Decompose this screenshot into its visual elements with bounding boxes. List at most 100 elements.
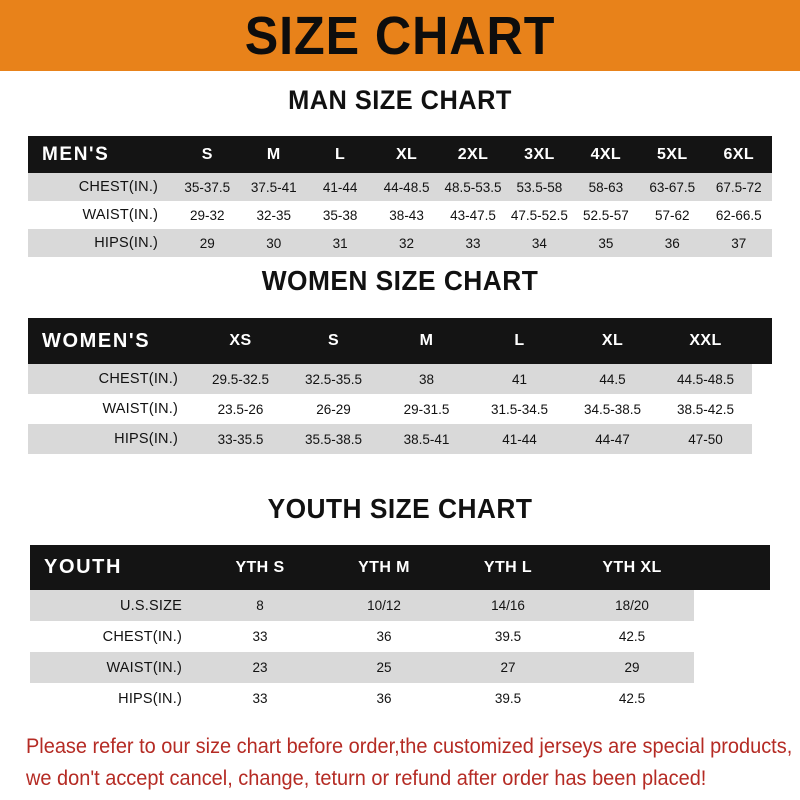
men-cell-0-7: 63-67.5 xyxy=(639,173,706,201)
women-size-header-2: M xyxy=(380,318,473,364)
men-cell-0-5: 53.5-58 xyxy=(506,173,573,201)
women-cell-0-0: 29.5-32.5 xyxy=(194,364,287,394)
table-row: U.S.SIZE 8 10/12 14/16 18/20 xyxy=(30,590,770,621)
women-table-body: CHEST(IN.) 29.5-32.5 32.5-35.5 38 41 44.… xyxy=(28,364,772,454)
women-size-table: WOMEN'S XS S M L XL XXL CHEST(IN.) 29.5-… xyxy=(28,318,772,454)
youth-row-label-0: U.S.SIZE xyxy=(30,590,198,621)
table-row: CHEST(IN.) 29.5-32.5 32.5-35.5 38 41 44.… xyxy=(28,364,772,394)
men-size-header-0: S xyxy=(174,136,241,173)
youth-cell-1-1: 36 xyxy=(322,621,446,652)
men-cell-1-4: 43-47.5 xyxy=(439,201,507,229)
youth-header-spacer xyxy=(694,545,770,590)
men-cell-2-2: 31 xyxy=(306,229,374,257)
women-size-header-0: XS xyxy=(194,318,287,364)
youth-row-label-3: HIPS(IN.) xyxy=(30,683,198,714)
header-banner: SIZE CHART xyxy=(0,0,800,71)
youth-cell-2-2: 27 xyxy=(446,652,570,683)
youth-row-label-2: WAIST(IN.) xyxy=(30,652,198,683)
table-row: WAIST(IN.) 23 25 27 29 xyxy=(30,652,770,683)
women-size-header-5: XXL xyxy=(659,318,752,364)
women-size-header-3: L xyxy=(473,318,566,364)
men-corner-label: MEN'S xyxy=(28,136,175,173)
youth-cell-3-1: 36 xyxy=(322,683,446,714)
women-cell-0-3: 41 xyxy=(473,364,566,394)
men-row-label-0: CHEST(IN.) xyxy=(28,173,175,201)
youth-cell-0-2: 14/16 xyxy=(446,590,570,621)
women-row-label-1: WAIST(IN.) xyxy=(28,394,194,424)
men-cell-1-1: 32-35 xyxy=(240,201,307,229)
table-row: HIPS(IN.) 33 36 39.5 42.5 xyxy=(30,683,770,714)
women-section-title: WOMEN SIZE CHART xyxy=(261,265,539,296)
youth-row-spacer xyxy=(694,590,770,621)
men-size-header-2: L xyxy=(306,136,374,173)
women-cell-1-1: 26-29 xyxy=(287,394,380,424)
table-row: CHEST(IN.) 35-37.5 37.5-41 41-44 44-48.5… xyxy=(28,173,772,201)
youth-corner-label: YOUTH xyxy=(30,545,198,590)
men-size-header-1: M xyxy=(240,136,307,173)
men-row-label-1: WAIST(IN.) xyxy=(28,201,175,229)
men-size-header-6: 4XL xyxy=(572,136,640,173)
men-cell-0-6: 58-63 xyxy=(572,173,640,201)
men-cell-0-0: 35-37.5 xyxy=(174,173,241,201)
men-cell-2-6: 35 xyxy=(572,229,640,257)
men-cell-1-0: 29-32 xyxy=(174,201,241,229)
women-cell-0-1: 32.5-35.5 xyxy=(287,364,380,394)
youth-row-spacer xyxy=(694,683,770,714)
men-cell-2-8: 37 xyxy=(705,229,772,257)
women-cell-2-1: 35.5-38.5 xyxy=(287,424,380,454)
youth-cell-2-3: 29 xyxy=(570,652,694,683)
table-row: WAIST(IN.) 29-32 32-35 35-38 38-43 43-47… xyxy=(28,201,772,229)
men-cell-0-8: 67.5-72 xyxy=(705,173,772,201)
men-size-header-8: 6XL xyxy=(705,136,772,173)
youth-size-header-0: YTH S xyxy=(198,545,322,590)
youth-cell-0-0: 8 xyxy=(198,590,322,621)
men-cell-0-4: 48.5-53.5 xyxy=(439,173,507,201)
women-header-row: WOMEN'S XS S M L XL XXL xyxy=(28,318,772,364)
youth-row-spacer xyxy=(694,621,770,652)
men-cell-2-4: 33 xyxy=(439,229,507,257)
women-table-header: WOMEN'S XS S M L XL XXL xyxy=(28,318,772,364)
men-size-header-4: 2XL xyxy=(439,136,507,173)
youth-size-header-1: YTH M xyxy=(322,545,446,590)
men-section-title: MAN SIZE CHART xyxy=(288,85,512,115)
youth-row-spacer xyxy=(694,652,770,683)
men-cell-1-3: 38-43 xyxy=(373,201,440,229)
table-row: HIPS(IN.) 29 30 31 32 33 34 35 36 37 xyxy=(28,229,772,257)
women-row-spacer xyxy=(752,394,772,424)
page-title: SIZE CHART xyxy=(244,5,556,66)
youth-section-title: YOUTH SIZE CHART xyxy=(267,493,533,524)
men-size-table: MEN'S S M L XL 2XL 3XL 4XL 5XL 6XL CHEST… xyxy=(28,136,772,257)
women-cell-0-4: 44.5 xyxy=(566,364,659,394)
men-cell-2-5: 34 xyxy=(506,229,573,257)
women-cell-2-4: 44-47 xyxy=(566,424,659,454)
women-row-label-0: CHEST(IN.) xyxy=(28,364,194,394)
men-table-body: CHEST(IN.) 35-37.5 37.5-41 41-44 44-48.5… xyxy=(28,173,772,257)
women-corner-label: WOMEN'S xyxy=(28,318,194,364)
women-size-header-4: XL xyxy=(566,318,659,364)
disclaimer-text: Please refer to our size chart before or… xyxy=(26,731,793,795)
youth-size-table: YOUTH YTH S YTH M YTH L YTH XL U.S.SIZE … xyxy=(30,545,770,714)
men-size-header-5: 3XL xyxy=(506,136,573,173)
table-row: WAIST(IN.) 23.5-26 26-29 29-31.5 31.5-34… xyxy=(28,394,772,424)
women-cell-2-2: 38.5-41 xyxy=(380,424,473,454)
women-cell-0-2: 38 xyxy=(380,364,473,394)
youth-table-header: YOUTH YTH S YTH M YTH L YTH XL xyxy=(30,545,770,590)
men-cell-0-3: 44-48.5 xyxy=(373,173,440,201)
youth-cell-3-3: 42.5 xyxy=(570,683,694,714)
youth-cell-3-2: 39.5 xyxy=(446,683,570,714)
youth-row-label-1: CHEST(IN.) xyxy=(30,621,198,652)
men-size-header-3: XL xyxy=(373,136,440,173)
men-header-row: MEN'S S M L XL 2XL 3XL 4XL 5XL 6XL xyxy=(28,136,772,173)
men-cell-0-1: 37.5-41 xyxy=(240,173,307,201)
men-cell-1-8: 62-66.5 xyxy=(705,201,772,229)
disclaimer-line-1: Please refer to our size chart before or… xyxy=(26,735,793,758)
women-cell-2-3: 41-44 xyxy=(473,424,566,454)
youth-table-body: U.S.SIZE 8 10/12 14/16 18/20 CHEST(IN.) … xyxy=(30,590,770,714)
women-cell-2-5: 47-50 xyxy=(659,424,752,454)
women-row-label-2: HIPS(IN.) xyxy=(28,424,194,454)
youth-cell-1-0: 33 xyxy=(198,621,322,652)
women-row-spacer xyxy=(752,424,772,454)
women-cell-1-2: 29-31.5 xyxy=(380,394,473,424)
youth-cell-3-0: 33 xyxy=(198,683,322,714)
youth-cell-1-3: 42.5 xyxy=(570,621,694,652)
